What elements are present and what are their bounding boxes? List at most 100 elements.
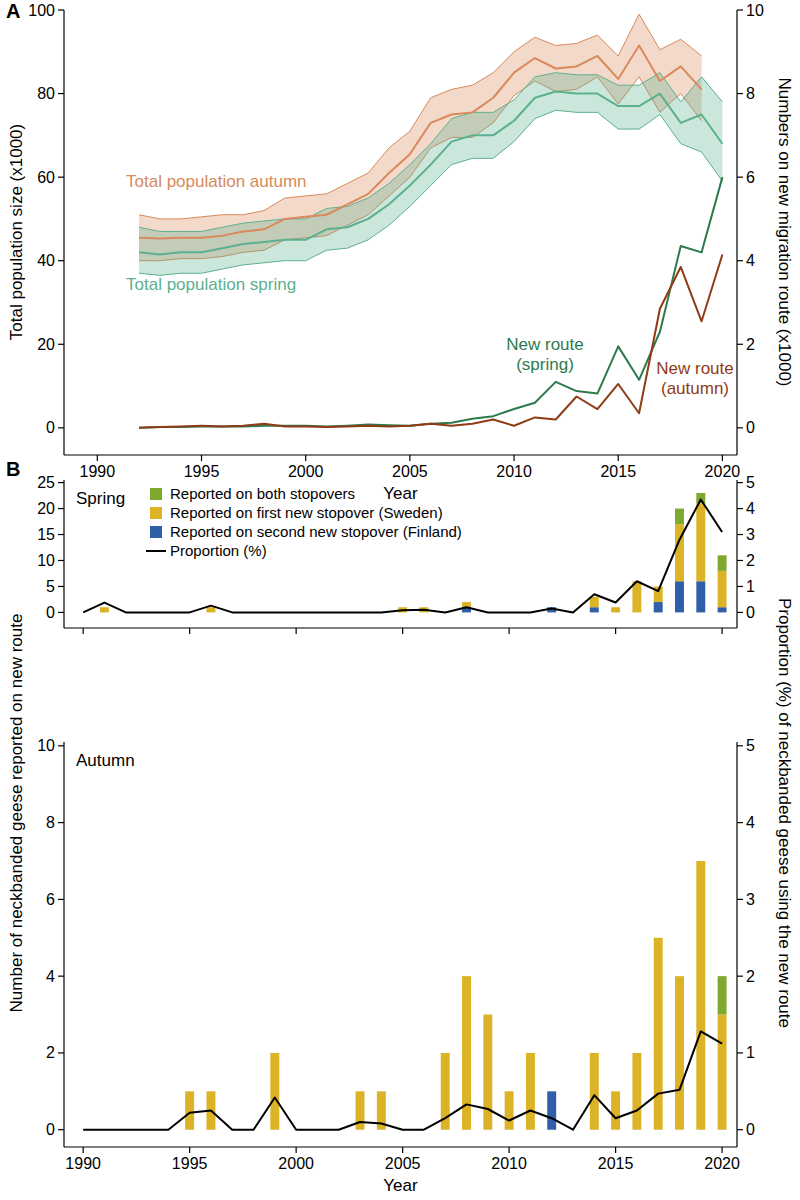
series-label: Total population spring — [126, 275, 296, 294]
y2-tick-label: 2 — [746, 552, 755, 569]
bar — [675, 581, 684, 612]
axis-line — [63, 742, 64, 1147]
x-tick — [83, 628, 84, 634]
bar — [696, 861, 705, 862]
y-tick — [58, 1129, 64, 1130]
bar — [270, 1053, 279, 1130]
y-tick — [58, 612, 64, 613]
x-axis-label: Year — [383, 1176, 418, 1195]
y2-axis-label: Proportion (%) of neckbanded geese using… — [775, 598, 794, 1028]
x-tick-label: 2005 — [392, 463, 428, 480]
y2-tick-label: 5 — [746, 474, 755, 491]
y-tick-label: 2 — [46, 1044, 55, 1061]
y-tick — [58, 534, 64, 535]
plot-area — [139, 14, 722, 428]
y-tick-label: 20 — [37, 336, 55, 353]
bar — [654, 938, 663, 1130]
y-tick — [58, 560, 64, 561]
series-label-line: Total population spring — [126, 275, 296, 294]
bar — [100, 607, 109, 608]
y2-tick-label: 8 — [746, 85, 755, 102]
x-tick-label: 1995 — [172, 1155, 208, 1172]
y-tick — [58, 177, 64, 178]
y2-tick-label: 0 — [746, 604, 755, 621]
series-label: New route(autumn) — [656, 359, 733, 398]
legend-label: Reported on both stopovers — [170, 485, 355, 502]
y-tick-label: 10 — [37, 552, 55, 569]
x-tick — [97, 455, 98, 461]
y2-tick — [737, 427, 743, 428]
y-tick — [58, 9, 64, 10]
y2-tick — [737, 1052, 743, 1053]
bar — [654, 937, 663, 938]
series-label: Total population autumn — [126, 172, 307, 191]
y2-tick-label: 10 — [746, 2, 764, 19]
panel-subtitle: Autumn — [76, 751, 135, 770]
x-tick-label: 2000 — [278, 1155, 314, 1172]
y-tick-label: 40 — [37, 252, 55, 269]
bar — [632, 1052, 641, 1053]
bar — [718, 571, 727, 607]
y2-tick-label: 0 — [746, 1121, 755, 1138]
bar — [611, 607, 620, 612]
x-tick — [189, 1147, 190, 1153]
panel-title: A — [6, 0, 20, 22]
bar — [505, 1091, 514, 1092]
bar — [206, 607, 215, 612]
y2-tick — [737, 482, 743, 483]
y-tick-label: 0 — [46, 1121, 55, 1138]
series-label-line: New route — [656, 359, 733, 378]
figure: 1990199520002005201020152020020406080100… — [0, 0, 800, 1200]
bar — [547, 1091, 556, 1129]
legend-swatch — [150, 526, 162, 538]
y-tick-label: 15 — [37, 526, 55, 543]
y-tick-label: 8 — [46, 814, 55, 831]
bar — [483, 1015, 492, 1130]
x-tick — [296, 1147, 297, 1153]
y-axis-label: Total population size (x1000) — [7, 124, 26, 340]
bar — [462, 976, 471, 977]
legend-swatch — [150, 507, 162, 519]
bar — [718, 607, 727, 612]
bar — [696, 861, 705, 1130]
y2-tick-label: 3 — [746, 891, 755, 908]
y2-tick-label: 4 — [746, 500, 755, 517]
proportion-line — [83, 1031, 722, 1129]
x-tick — [721, 1147, 722, 1153]
band-upper — [139, 73, 722, 232]
series-label-line: Total population autumn — [126, 172, 307, 191]
bar — [206, 1091, 215, 1092]
y2-tick — [737, 534, 743, 535]
x-tick — [402, 628, 403, 634]
bar — [547, 1091, 556, 1092]
bar — [632, 581, 641, 612]
bar — [419, 607, 428, 608]
panel: 1990199520002005201020152020020406080100… — [6, 0, 794, 503]
y2-tick — [737, 745, 743, 746]
bar — [398, 607, 407, 608]
series-label-line: (autumn) — [661, 379, 729, 398]
y-tick — [58, 745, 64, 746]
proportion-line — [83, 499, 722, 612]
y-tick-label: 4 — [46, 968, 55, 985]
x-tick — [509, 1147, 510, 1153]
y-tick — [58, 93, 64, 94]
y2-tick-label: 2 — [746, 336, 755, 353]
legend-label: Reported on first new stopover (Sweden) — [170, 504, 443, 521]
y2-tick-label: 1 — [746, 578, 755, 595]
panel-subtitle: Spring — [76, 489, 125, 508]
y2-tick-label: 6 — [746, 169, 755, 186]
y-tick — [58, 822, 64, 823]
axis-line — [736, 742, 737, 1147]
bar — [590, 1052, 599, 1053]
y-tick-label: 0 — [46, 604, 55, 621]
y2-tick — [737, 586, 743, 587]
legend-swatch — [150, 488, 162, 500]
bar — [185, 1091, 194, 1092]
x-tick-label: 2010 — [491, 1155, 527, 1172]
y-tick-label: 10 — [37, 737, 55, 754]
plot-area — [83, 493, 726, 612]
y2-tick — [737, 177, 743, 178]
series-line — [139, 177, 722, 428]
bar — [547, 1091, 556, 1092]
